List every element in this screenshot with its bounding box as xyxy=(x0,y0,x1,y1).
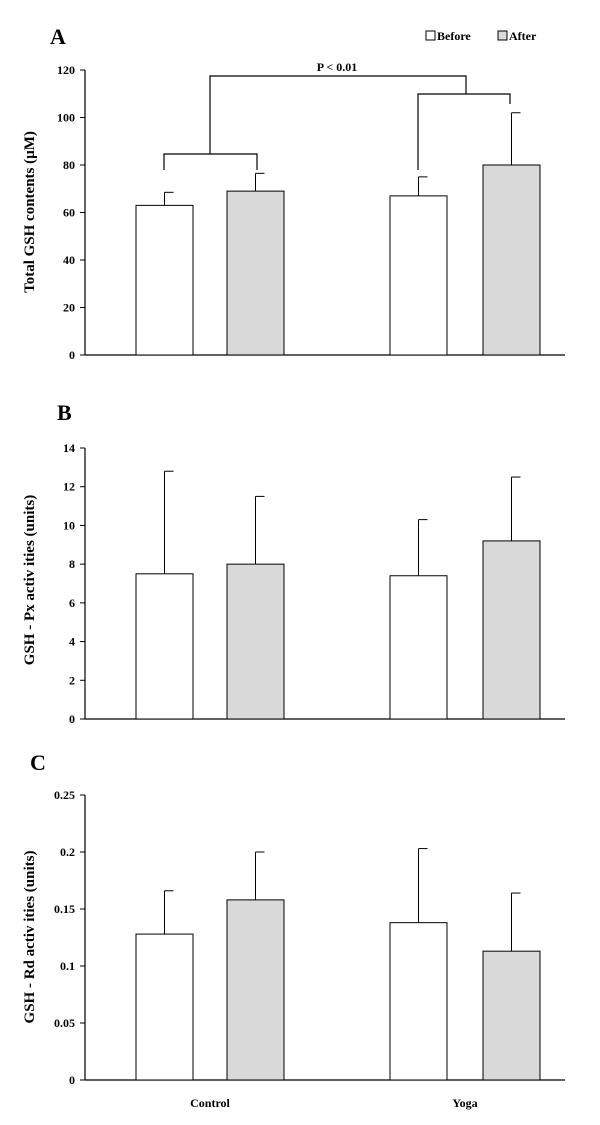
panel-a-significance-brackets: P < 0.01 xyxy=(163,60,511,170)
bracket-yoga xyxy=(417,93,511,170)
panel-a-y-ticks: 0 20 40 60 80 100 120 xyxy=(57,63,85,362)
panel-c-error-bars xyxy=(164,848,521,952)
y-tick-label: 100 xyxy=(57,111,75,125)
bar-control-after xyxy=(226,899,285,1081)
panel-c: C 0 0.05 0.1 0.15 0.2 0.25 Control Yoga GSH - … xyxy=(22,750,565,1110)
y-tick-label: 0.2 xyxy=(60,845,75,859)
y-tick-label: 4 xyxy=(69,635,75,649)
legend-swatch-after xyxy=(497,30,508,41)
y-tick-label: 0.15 xyxy=(54,902,75,916)
bar-control-before xyxy=(135,933,194,1081)
y-tick-label: 0 xyxy=(69,348,75,362)
bar-control-after xyxy=(226,563,285,720)
legend-label-before: Before xyxy=(437,29,471,43)
category-label-control: Control xyxy=(190,1096,230,1110)
y-tick-label: 40 xyxy=(63,253,75,267)
y-tick-label: 60 xyxy=(63,206,75,220)
panel-a-error-bars xyxy=(164,112,521,206)
y-tick-label: 2 xyxy=(69,673,75,687)
y-tick-label: 20 xyxy=(63,301,75,315)
y-tick-label: 0 xyxy=(69,712,75,726)
panel-letter-a: A xyxy=(50,24,66,49)
panel-b-error-bars xyxy=(164,470,521,576)
y-tick-label: 0.05 xyxy=(54,1016,75,1030)
significance-label: P < 0.01 xyxy=(317,60,358,74)
panel-c-bars xyxy=(135,899,541,1081)
panel-c-x-ticks: Control Yoga xyxy=(190,1096,478,1110)
panel-b-y-ticks: 0 2 4 6 8 10 12 14 xyxy=(63,441,85,726)
panel-letter-c: C xyxy=(30,750,46,775)
y-tick-label: 80 xyxy=(63,158,75,172)
bar-control-before xyxy=(135,204,194,356)
bar-yoga-before xyxy=(389,195,448,356)
bar-yoga-before xyxy=(389,575,448,720)
y-tick-label: 8 xyxy=(69,557,75,571)
bar-control-before xyxy=(135,573,194,720)
panel-a: A 0 20 40 60 80 100 120 P < 0.01 Total GSH con… xyxy=(22,24,565,362)
panel-c-y-axis-label: GSH - Rd activ ities (units) xyxy=(22,851,38,1024)
y-tick-label: 0 xyxy=(69,1073,75,1087)
y-tick-label: 6 xyxy=(69,596,75,610)
category-label-yoga: Yoga xyxy=(452,1096,477,1110)
y-tick-label: 0.25 xyxy=(54,788,75,802)
bar-control-after xyxy=(226,190,285,356)
y-tick-label: 12 xyxy=(63,480,75,494)
bar-yoga-after xyxy=(482,164,541,356)
legend-swatch-before xyxy=(425,30,436,41)
panel-a-bars xyxy=(135,164,541,356)
y-tick-label: 14 xyxy=(63,441,75,455)
y-tick-label: 10 xyxy=(63,518,75,532)
y-tick-label: 0.1 xyxy=(60,959,75,973)
bar-yoga-after xyxy=(482,950,541,1081)
y-tick-label: 120 xyxy=(57,63,75,77)
bar-yoga-before xyxy=(389,922,448,1081)
panel-letter-b: B xyxy=(57,400,72,425)
panel-a-y-axis-label: Total GSH contents (µM) xyxy=(22,131,38,293)
panel-b-bars xyxy=(135,540,541,720)
panel-c-y-ticks: 0 0.05 0.1 0.15 0.2 0.25 xyxy=(54,788,85,1087)
legend: Before After xyxy=(425,29,537,43)
bar-yoga-after xyxy=(482,540,541,720)
legend-label-after: After xyxy=(509,29,537,43)
panel-b: B 0 2 4 6 8 10 12 14 GSH - Px activ ities (unit… xyxy=(22,400,565,726)
bracket-between-groups xyxy=(209,75,467,154)
panel-b-y-axis-label: GSH - Px activ ities (units) xyxy=(22,495,38,665)
bracket-control xyxy=(163,153,258,170)
